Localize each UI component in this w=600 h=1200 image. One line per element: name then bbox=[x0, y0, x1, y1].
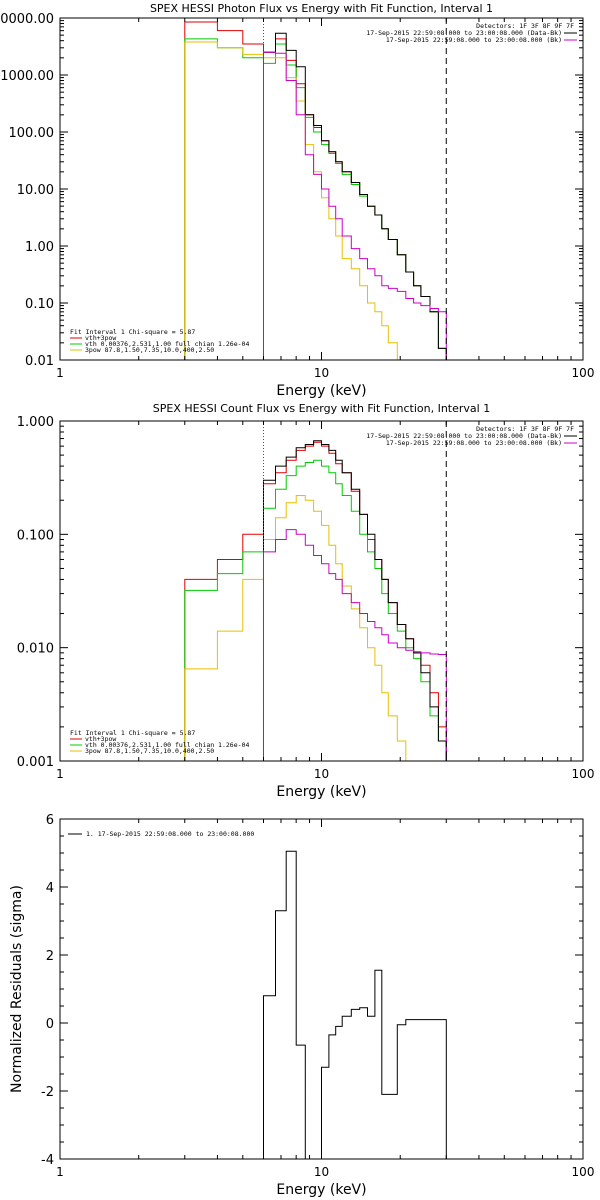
series-line-1 bbox=[263, 850, 447, 1159]
y-tick-label: 0 bbox=[46, 1017, 54, 1032]
x-axis-label: Energy (keV) bbox=[276, 383, 366, 399]
y-tick-label: 1.00 bbox=[25, 240, 54, 255]
fit-legend-label: 3pow 87.8,1.50,7.35,10.0,400,2.50 bbox=[85, 346, 214, 354]
series-line-5 bbox=[263, 51, 447, 360]
x-tick-label: 10 bbox=[314, 1165, 329, 1179]
legend-entry-label: 1. 17-Sep-2015 22:59:08.000 to 23:00:08.… bbox=[86, 830, 254, 838]
data-layer bbox=[263, 850, 447, 1159]
series-line-5 bbox=[263, 529, 447, 761]
x-tick-label: 100 bbox=[572, 366, 595, 380]
y-tick-label: 4 bbox=[46, 881, 54, 896]
y-tick-label: -4 bbox=[41, 1153, 54, 1168]
fit-legend-label: vth+3pow bbox=[85, 334, 116, 342]
x-tick-label: 100 bbox=[572, 767, 595, 781]
fit-legend-label: vth 0.00376,2.531,1.00 full chian 1.26e-… bbox=[85, 340, 249, 348]
y-tick-label: 1.000 bbox=[17, 415, 54, 430]
y-tick-label: 10.00 bbox=[17, 183, 54, 198]
chart-panel-1: SPEX HESSI Photon Flux vs Energy with Fi… bbox=[0, 2, 595, 399]
y-tick-label: 0.100 bbox=[17, 528, 54, 543]
y-tick-label: 100.00 bbox=[9, 126, 55, 141]
chart-panel-2: SPEX HESSI Count Flux vs Energy with Fit… bbox=[17, 402, 595, 800]
chart-title: SPEX HESSI Count Flux vs Energy with Fit… bbox=[153, 402, 490, 415]
y-axis-label: Normalized Residuals (sigma) bbox=[9, 885, 25, 1093]
x-tick-label: 10 bbox=[314, 767, 329, 781]
legend-detectors: Detectors: 1F 3F 8F 9F 7F bbox=[476, 22, 574, 30]
chart-title: SPEX HESSI Photon Flux vs Energy with Fi… bbox=[150, 2, 493, 15]
series-line-2 bbox=[184, 38, 447, 360]
x-tick-label: 1 bbox=[56, 366, 64, 380]
y-tick-label: 0.10 bbox=[25, 297, 54, 312]
series-line-1 bbox=[184, 21, 447, 360]
y-tick-label: 0.001 bbox=[17, 755, 54, 770]
y-tick-label: 2 bbox=[46, 949, 54, 964]
legend-entry-label: 17-Sep-2015 22:59:08.000 to 23:00:08.000… bbox=[366, 432, 562, 440]
x-tick-label: 1 bbox=[56, 767, 64, 781]
series-line-3 bbox=[184, 41, 407, 360]
x-tick-label: 10 bbox=[314, 366, 329, 380]
plot-frame bbox=[59, 420, 584, 762]
series-line-1 bbox=[184, 441, 447, 761]
fit-legend-label: vth 0.00376,2.531,1.00 full chian 1.26e-… bbox=[85, 741, 249, 749]
legend-entry-label: 17-Sep-2015 22:59:08.000 to 23:00:08.000… bbox=[386, 36, 562, 44]
data-layer bbox=[184, 21, 447, 360]
y-tick-label: 0.01 bbox=[25, 354, 54, 369]
series-line-4 bbox=[263, 440, 447, 761]
y-tick-label: -2 bbox=[41, 1085, 54, 1100]
fit-legend-header: Fit Interval 1 Chi-square = 5.87 bbox=[70, 328, 195, 336]
fit-legend-header: Fit Interval 1 Chi-square = 5.87 bbox=[70, 729, 195, 737]
fit-legend-label: 3pow 87.8,1.50,7.35,10.0,400,2.50 bbox=[85, 747, 214, 755]
chart-panel-3: 1 10 100 6 4 2 0 -2 -4 Energy (keV) Normalized Res… bbox=[9, 813, 595, 1198]
x-tick-label: 1 bbox=[56, 1165, 64, 1179]
x-axis-label: Energy (keV) bbox=[276, 784, 366, 800]
fit-legend-label: vth+3pow bbox=[85, 735, 116, 743]
data-layer bbox=[184, 440, 447, 761]
x-tick-label: 100 bbox=[572, 1165, 595, 1179]
legend-detectors: Detectors: 1F 3F 8F 9F 7F bbox=[476, 425, 574, 433]
series-line-3 bbox=[184, 495, 415, 761]
y-tick-label: 1000.00 bbox=[0, 69, 54, 84]
legend-entry-label: 17-Sep-2015 22:59:08.000 to 23:00:08.000… bbox=[366, 29, 562, 37]
series-line-4 bbox=[263, 32, 447, 360]
y-tick-label: 0.010 bbox=[17, 642, 54, 657]
y-tick-label: 6 bbox=[46, 813, 54, 828]
x-axis-label: Energy (keV) bbox=[276, 1182, 366, 1198]
legend-entry-label: 17-Sep-2015 22:59:08.000 to 23:00:08.000… bbox=[386, 439, 562, 447]
series-line-2 bbox=[184, 459, 447, 761]
